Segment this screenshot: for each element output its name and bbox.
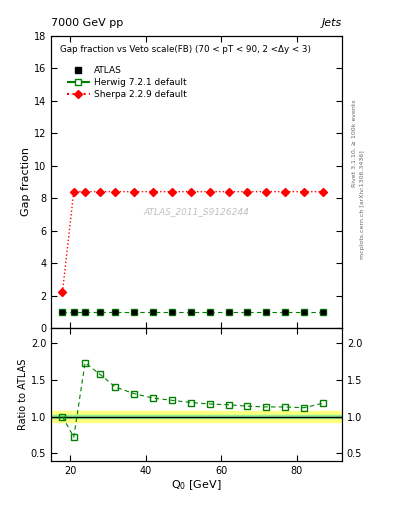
Text: ATLAS_2011_S9126244: ATLAS_2011_S9126244 xyxy=(143,207,250,216)
Y-axis label: Gap fraction: Gap fraction xyxy=(21,147,31,217)
Text: mcplots.cern.ch [arXiv:1306.3436]: mcplots.cern.ch [arXiv:1306.3436] xyxy=(360,151,365,259)
Text: Jets: Jets xyxy=(321,18,342,28)
Legend: ATLAS, Herwig 7.2.1 default, Sherpa 2.2.9 default: ATLAS, Herwig 7.2.1 default, Sherpa 2.2.… xyxy=(64,63,189,101)
Text: 7000 GeV pp: 7000 GeV pp xyxy=(51,18,123,28)
Text: Rivet 3.1.10, ≥ 100k events: Rivet 3.1.10, ≥ 100k events xyxy=(352,99,357,187)
X-axis label: Q$_0$ [GeV]: Q$_0$ [GeV] xyxy=(171,478,222,492)
Text: Gap fraction vs Veto scale(FB) (70 < pT < 90, 2 <Δy < 3): Gap fraction vs Veto scale(FB) (70 < pT … xyxy=(60,45,311,54)
Y-axis label: Ratio to ATLAS: Ratio to ATLAS xyxy=(18,359,28,430)
